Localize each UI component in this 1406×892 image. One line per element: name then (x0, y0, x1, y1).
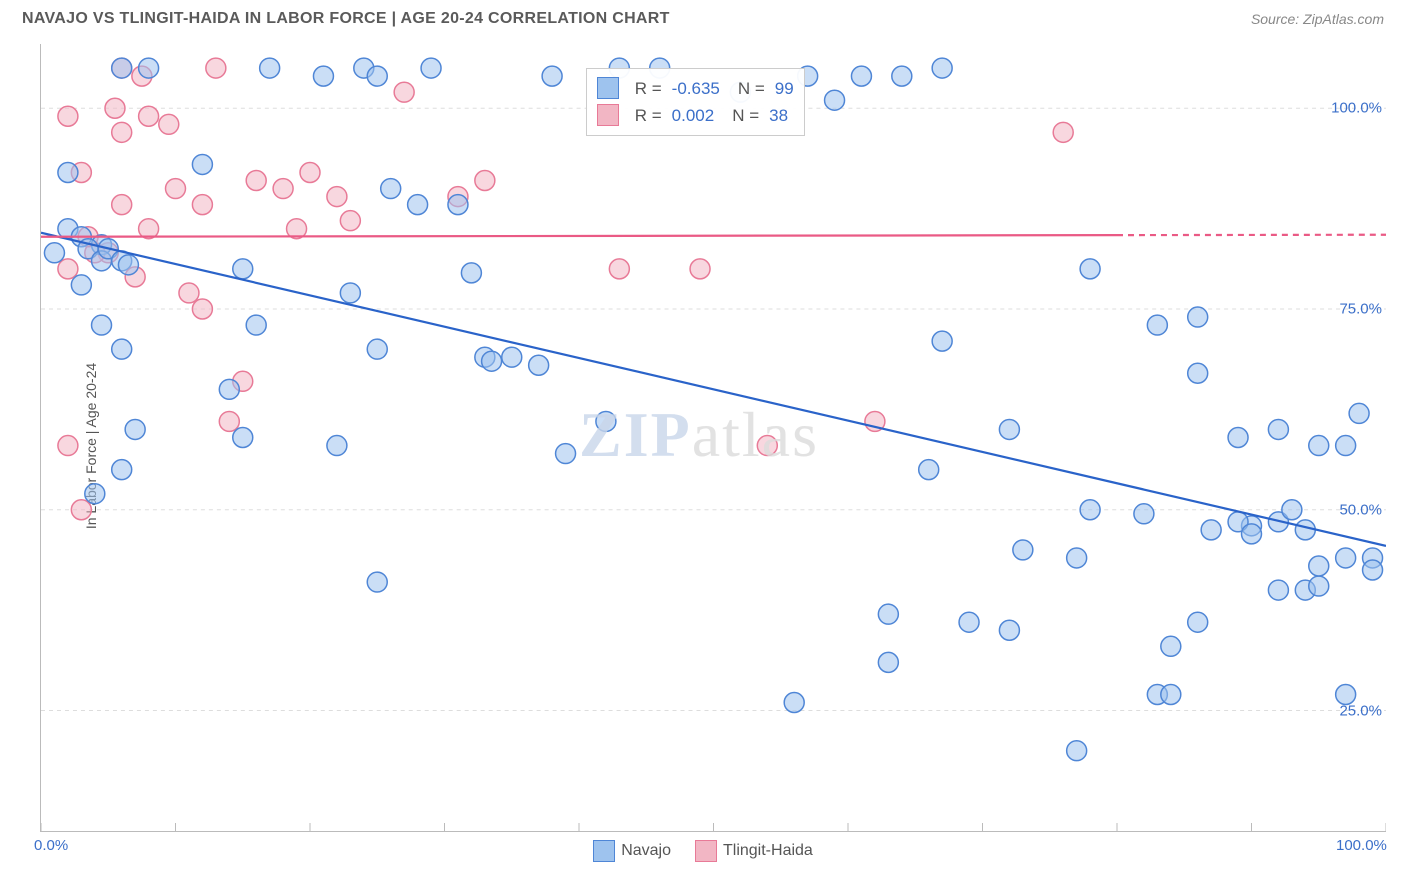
stat-r-value: -0.635 (672, 75, 720, 102)
y-tick-label: 50.0% (1339, 501, 1382, 518)
legend-swatch (695, 840, 717, 862)
stat-n-label: N = (738, 75, 765, 102)
stat-n-value: 99 (775, 75, 794, 102)
stat-r-label: R = (635, 75, 662, 102)
legend-label: Navajo (621, 842, 671, 859)
legend-label: Tlingit-Haida (723, 842, 813, 859)
stat-n-label: N = (732, 102, 759, 129)
chart-header: NAVAJO VS TLINGIT-HAIDA IN LABOR FORCE |… (0, 0, 1406, 34)
stat-r-value: 0.002 (672, 102, 715, 129)
stats-swatch (597, 104, 619, 126)
plot-area: ZIPatlas R =-0.635N =99R =0.002N =38 25.… (40, 44, 1386, 832)
y-tick-label: 75.0% (1339, 301, 1382, 318)
stats-row: R = -0.635 N = 99 (597, 75, 794, 102)
x-tick-label: 100.0% (1336, 837, 1387, 854)
stats-legend-box: R =-0.635N =99R =0.002N =38 (586, 68, 805, 136)
y-tick-label: 25.0% (1339, 702, 1382, 719)
legend-swatch (593, 840, 615, 862)
scatter-plot-svg (41, 44, 1386, 831)
chart-title: NAVAJO VS TLINGIT-HAIDA IN LABOR FORCE |… (22, 10, 670, 28)
y-tick-label: 100.0% (1331, 100, 1382, 117)
chart-container: NAVAJO VS TLINGIT-HAIDA IN LABOR FORCE |… (0, 0, 1406, 892)
stats-swatch (597, 77, 619, 99)
x-tick-label: 0.0% (34, 837, 68, 854)
chart-source: Source: ZipAtlas.com (1251, 11, 1384, 27)
stats-row: R = 0.002 N = 38 (597, 102, 794, 129)
legend-item: Navajo (593, 840, 671, 862)
stat-r-label: R = (635, 102, 662, 129)
stat-n-value: 38 (769, 102, 788, 129)
bottom-legend: Navajo Tlingit-Haida (0, 840, 1406, 862)
legend-item: Tlingit-Haida (695, 840, 813, 862)
